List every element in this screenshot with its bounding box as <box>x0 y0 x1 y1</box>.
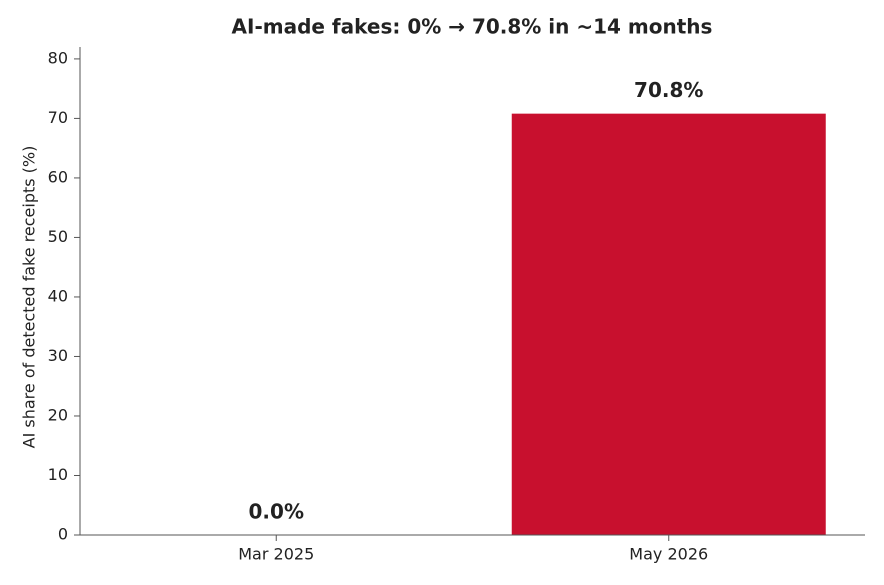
y-tick-label: 0 <box>58 525 68 544</box>
y-tick-label: 80 <box>48 48 68 67</box>
y-axis-label: AI share of detected fake receipts (%) <box>20 146 39 449</box>
y-tick-label: 70 <box>48 108 68 127</box>
value-label: 0.0% <box>249 500 304 524</box>
y-tick-label: 10 <box>48 465 68 484</box>
bar <box>511 113 826 535</box>
y-tick-label: 40 <box>48 286 68 305</box>
y-tick-label: 30 <box>48 346 68 365</box>
x-tick-label: May 2026 <box>629 545 708 564</box>
y-tick-label: 60 <box>48 167 68 186</box>
y-tick-label: 20 <box>48 405 68 424</box>
chart-title: AI-made fakes: 0% → 70.8% in ~14 months <box>232 15 713 39</box>
y-tick-label: 50 <box>48 227 68 246</box>
value-label: 70.8% <box>634 78 703 102</box>
x-tick-label: Mar 2025 <box>238 545 314 564</box>
